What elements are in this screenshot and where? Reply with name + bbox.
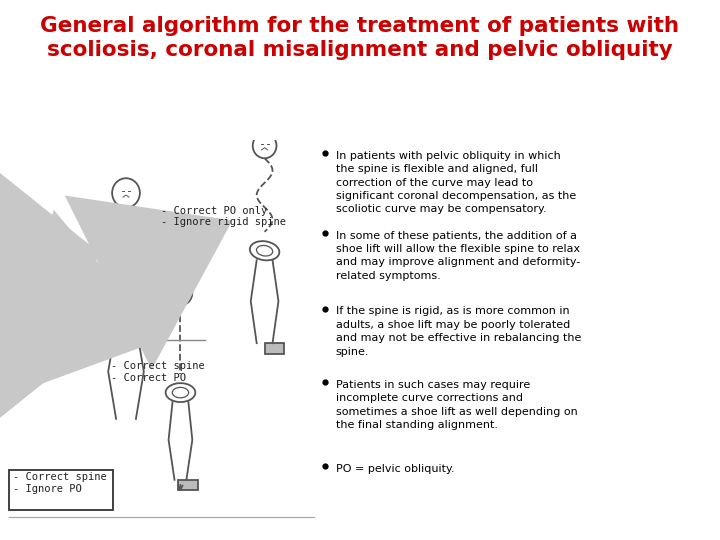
Text: If the spine is rigid, as is more common in
adults, a shoe lift may be poorly to: If the spine is rigid, as is more common… bbox=[336, 306, 581, 356]
Bar bbox=[265, 343, 284, 354]
Text: PO = pelvic obliquity.: PO = pelvic obliquity. bbox=[336, 464, 454, 474]
Text: In patients with pelvic obliquity in which
the spine is flexible and aligned, fu: In patients with pelvic obliquity in whi… bbox=[336, 151, 576, 214]
Text: - Correct PO only
- Ignore rigid spine: - Correct PO only - Ignore rigid spine bbox=[161, 206, 286, 227]
Text: - Correct spine
- Ignore PO: - Correct spine - Ignore PO bbox=[13, 472, 107, 494]
Text: In some of these patients, the addition of a
shoe lift will allow the flexible s: In some of these patients, the addition … bbox=[336, 231, 580, 281]
Text: General algorithm for the treatment of patients with
scoliosis, coronal misalign: General algorithm for the treatment of p… bbox=[40, 16, 680, 60]
Bar bbox=[9, 470, 113, 510]
Bar bbox=[179, 480, 198, 490]
Text: - Correct spine
- Correct PO: - Correct spine - Correct PO bbox=[111, 361, 205, 383]
Text: Patients in such cases may require
incomplete curve corrections and
sometimes a : Patients in such cases may require incom… bbox=[336, 380, 577, 430]
